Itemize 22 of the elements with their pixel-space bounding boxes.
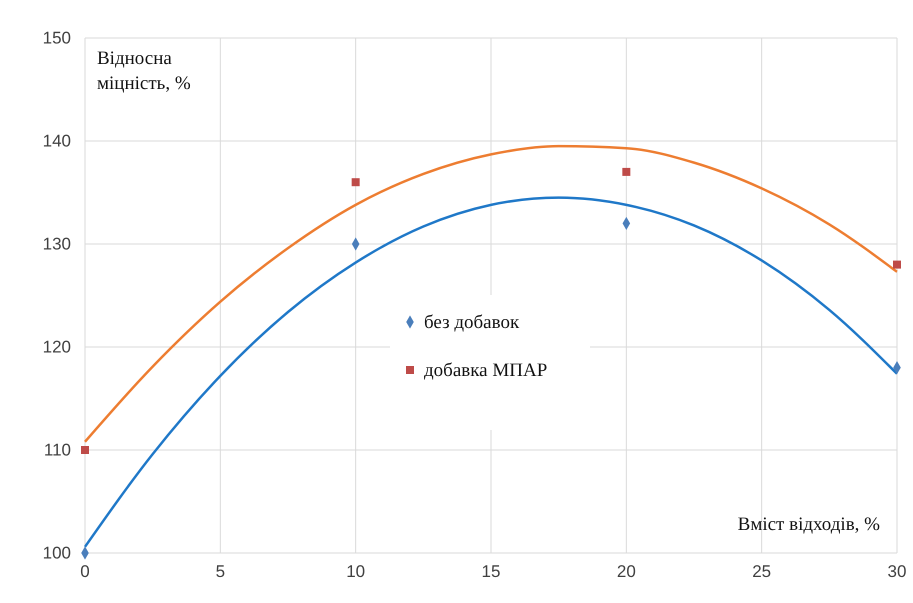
- point: [81, 446, 89, 454]
- line-series: [84, 144, 898, 444]
- x-tick-label: 30: [888, 562, 906, 582]
- point: [352, 178, 360, 186]
- y-tick-label: 100: [42, 543, 71, 562]
- y-tick-label: 140: [42, 131, 71, 150]
- x-tick-label: 20: [616, 562, 636, 582]
- y-tick-label: 120: [42, 337, 71, 356]
- y-axis-title: Відносна міцність, %: [97, 48, 191, 94]
- x-axis-title: Вміст відходів, %: [738, 514, 880, 535]
- x-tick-label: 10: [346, 562, 366, 582]
- legend-label: добавка МПАР: [424, 360, 548, 381]
- x-tick-label: 15: [482, 562, 500, 582]
- point: [622, 168, 630, 176]
- x-tick-label: 5: [216, 562, 226, 582]
- legend-label: без добавок: [424, 312, 520, 333]
- x-tick-label: 0: [80, 562, 90, 582]
- point: [893, 260, 901, 269]
- x-tick-label: 25: [752, 562, 772, 582]
- y-tick-label: 110: [44, 440, 71, 460]
- y-tick-label: 150: [42, 28, 71, 48]
- y-tick-label: 130: [42, 234, 71, 254]
